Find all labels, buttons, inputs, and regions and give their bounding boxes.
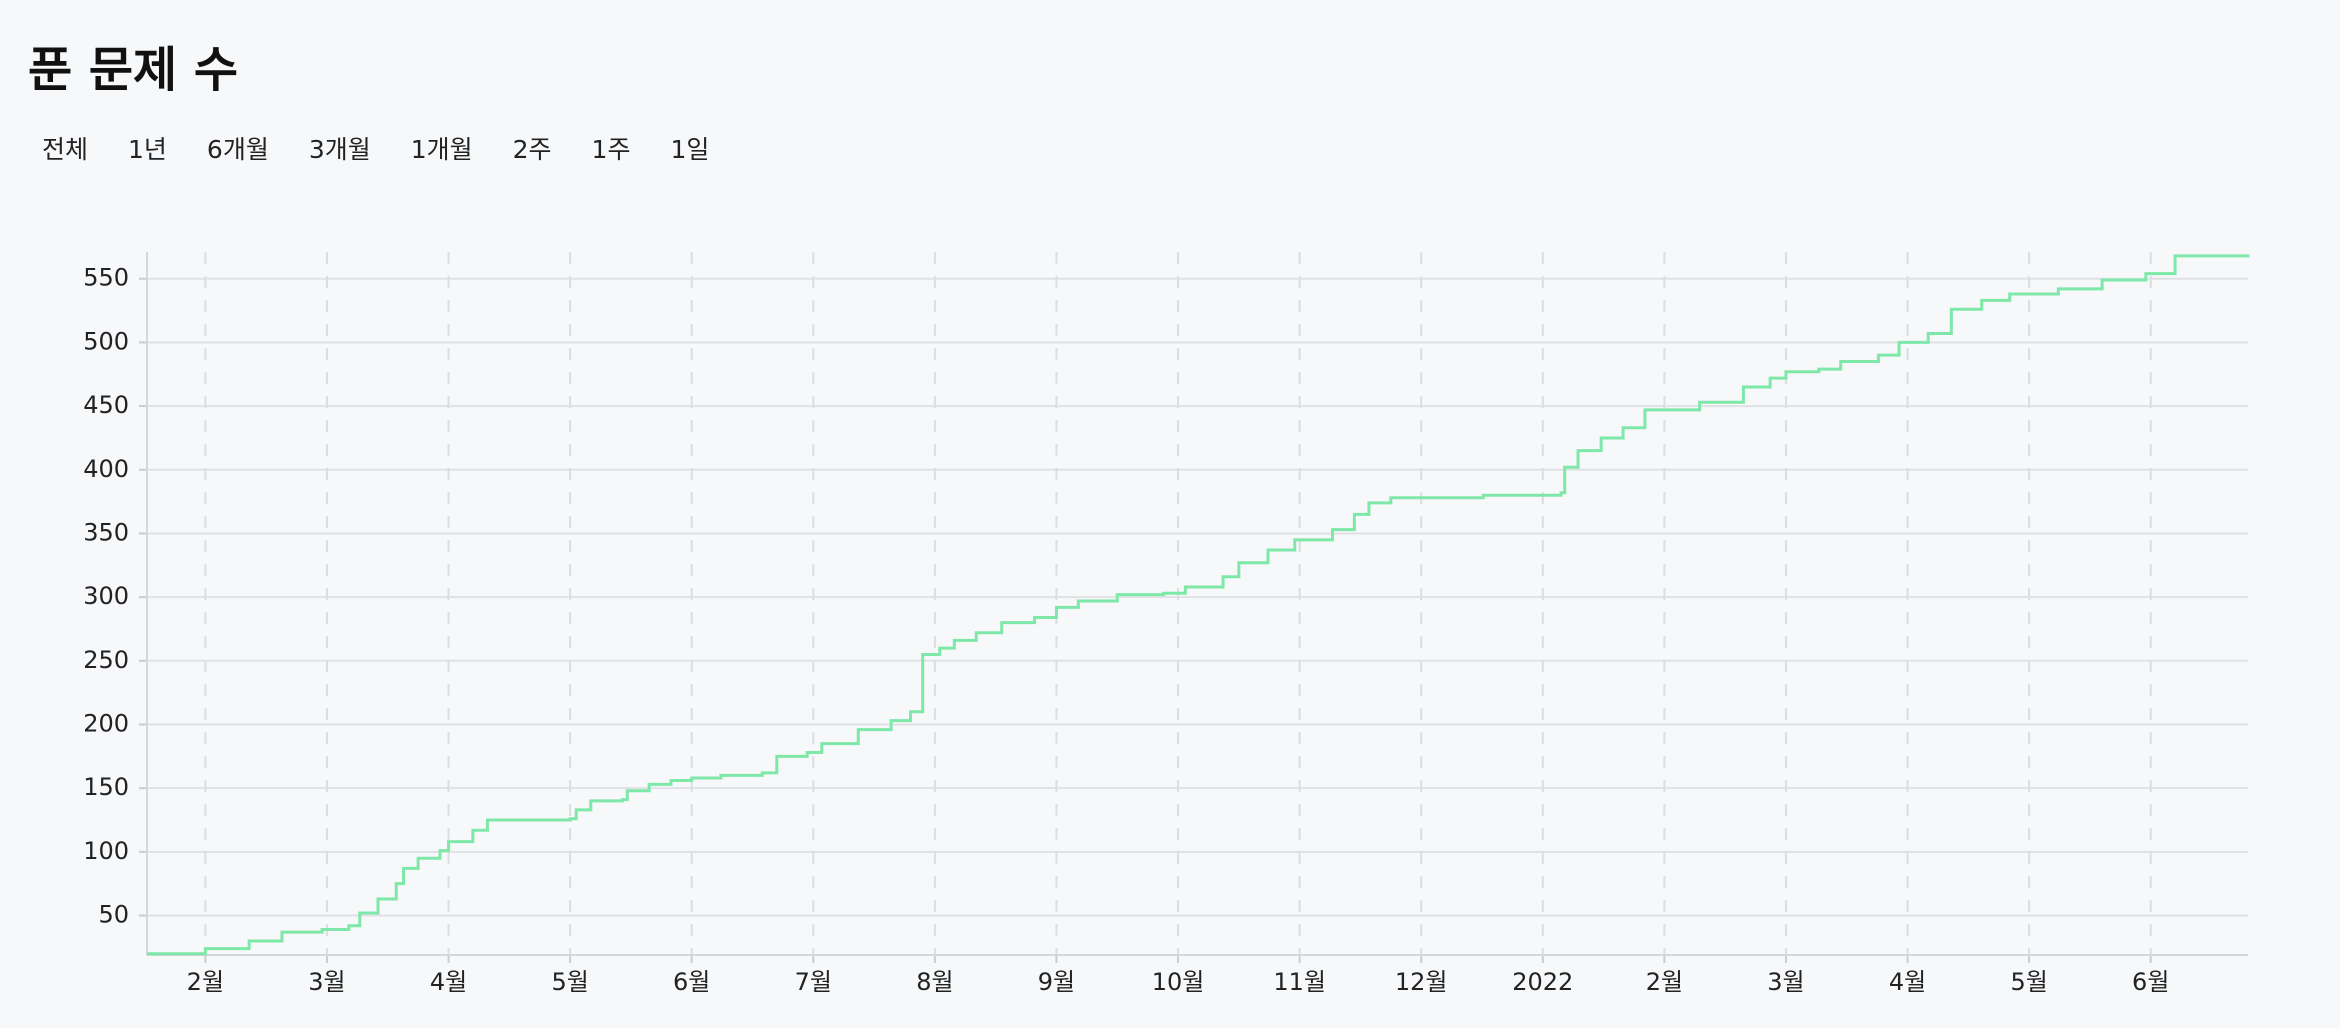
y-tick-label: 500 — [83, 327, 129, 355]
x-tick-label: 6월 — [2132, 968, 2169, 996]
y-tick-label: 350 — [83, 518, 129, 546]
x-tick-label: 4월 — [1889, 968, 1926, 996]
range-tab[interactable]: 6개월 — [206, 135, 269, 164]
range-tab[interactable]: 1개월 — [410, 135, 473, 164]
y-tick-label: 200 — [83, 709, 129, 737]
x-tick-label: 5월 — [2010, 968, 2047, 996]
y-tick-label: 150 — [83, 773, 129, 801]
y-tick-label: 250 — [83, 646, 129, 674]
x-tick-label: 11월 — [1273, 968, 1326, 996]
x-tick-label: 2월 — [1646, 968, 1683, 996]
y-tick-label: 450 — [83, 391, 129, 419]
y-tick-label: 550 — [83, 264, 129, 292]
line — [147, 254, 2250, 956]
x-tick-label: 12월 — [1395, 968, 1448, 996]
x-tick-label: 2월 — [187, 968, 224, 996]
x-tick-label: 10월 — [1152, 968, 1205, 996]
x-tick-label: 9월 — [1038, 968, 1075, 996]
x-tick-label: 5월 — [551, 968, 588, 996]
x-tick-label: 2022 — [1512, 968, 1573, 996]
range-tab[interactable]: 1주 — [591, 135, 631, 164]
y-tick-label: 100 — [83, 837, 129, 865]
y-tick-label: 50 — [98, 901, 129, 929]
x-tick-label: 8월 — [916, 968, 953, 996]
chart-title: 푼 문제 수 — [28, 42, 239, 98]
x-tick-label: 7월 — [795, 968, 832, 996]
y-tick-label: 300 — [83, 582, 129, 610]
range-tab[interactable]: 1년 — [128, 135, 167, 164]
range-tab[interactable]: 3개월 — [308, 135, 371, 164]
range-tabs: 전체 1년 6개월 3개월 1개월 2주 1주 1일 — [28, 130, 735, 166]
x-tick-label: 4월 — [430, 968, 467, 996]
x-tick-label: 6월 — [673, 968, 710, 996]
range-tab[interactable]: 1일 — [670, 135, 710, 164]
x-tick-label: 3월 — [1767, 968, 1804, 996]
y-tick-label: 400 — [83, 455, 129, 483]
range-tab[interactable]: 전체 — [42, 135, 89, 164]
x-tick-label: 3월 — [308, 968, 345, 996]
range-tab[interactable]: 2주 — [512, 135, 552, 164]
